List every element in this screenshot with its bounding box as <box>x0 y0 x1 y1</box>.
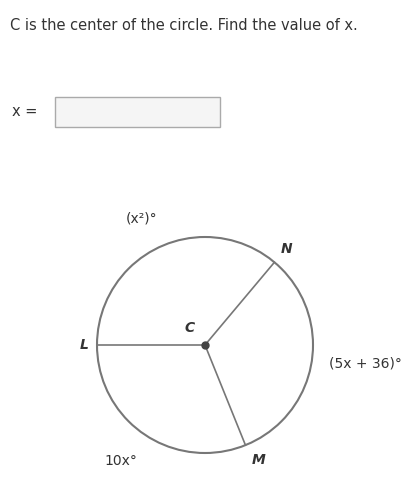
FancyBboxPatch shape <box>55 97 220 127</box>
Text: C is the center of the circle. Find the value of x.: C is the center of the circle. Find the … <box>10 18 358 33</box>
Text: C: C <box>185 321 195 335</box>
Text: N: N <box>280 242 292 256</box>
Text: (x²)°: (x²)° <box>126 212 158 226</box>
Text: M: M <box>251 453 265 467</box>
Text: 10x°: 10x° <box>105 454 137 468</box>
Text: (5x + 36)°: (5x + 36)° <box>328 357 401 371</box>
Text: x =: x = <box>12 105 37 119</box>
Text: L: L <box>80 338 89 352</box>
